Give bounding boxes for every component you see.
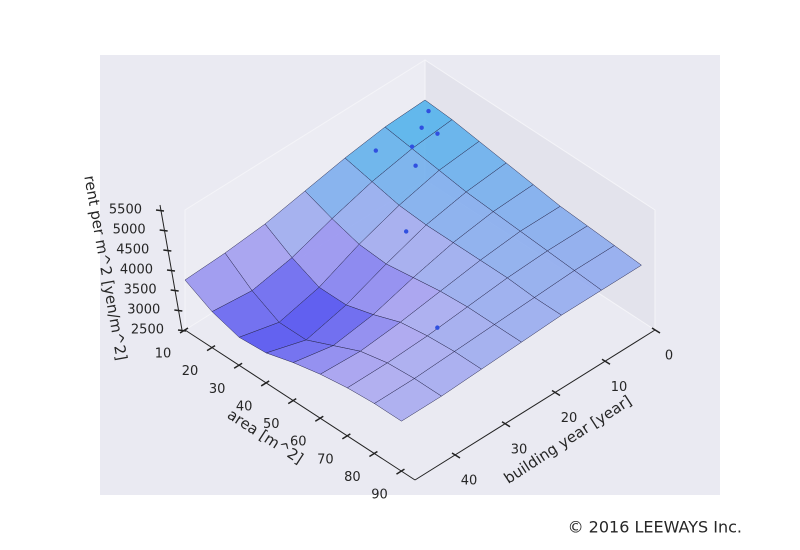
z-tick-label: 3000 — [127, 303, 160, 318]
z-tick — [159, 229, 168, 232]
z-tick — [163, 249, 172, 252]
x-tick-label: 60 — [290, 435, 307, 450]
z-axis — [159, 204, 183, 331]
data-point — [409, 144, 415, 149]
y-tick — [451, 452, 461, 459]
z-tick — [170, 289, 179, 292]
y-tick — [551, 389, 561, 397]
surface-layer — [184, 99, 642, 422]
x-tick-label: 50 — [263, 417, 280, 432]
y-tick-label: 30 — [511, 442, 528, 457]
data-point — [419, 125, 424, 130]
x-tick — [233, 362, 243, 369]
x-tick-label: 10 — [155, 347, 172, 362]
z-tick — [174, 309, 183, 312]
data-point — [435, 131, 440, 136]
x-tick — [341, 433, 351, 440]
x-tick — [260, 380, 270, 387]
x-tick-label: 20 — [182, 364, 199, 379]
x-tick-label: 30 — [209, 382, 226, 397]
footer: © 2016 LEEWAYS Inc. — [568, 518, 742, 537]
z-tick-label: 5000 — [113, 223, 146, 238]
z-tick-label: 3500 — [124, 283, 157, 298]
x-tick-label: 90 — [371, 488, 388, 503]
x-tick — [314, 415, 324, 422]
y-tick — [501, 421, 511, 428]
z-tick-label: 2500 — [131, 323, 164, 338]
y-tick-label: 0 — [665, 349, 673, 364]
x-tick — [287, 397, 297, 405]
data-point — [413, 163, 418, 168]
x-tick — [369, 450, 378, 458]
data-point — [373, 148, 379, 153]
y-tick-label: 10 — [611, 380, 628, 395]
x-tick — [396, 468, 405, 475]
z-tick — [166, 269, 176, 272]
data-point — [426, 108, 431, 114]
z-tick-label: 4500 — [116, 243, 149, 258]
z-tick — [155, 209, 165, 212]
y-tick-label: 20 — [561, 411, 578, 426]
z-tick-label: 5500 — [109, 203, 142, 218]
x-tick — [206, 345, 216, 352]
y-tick — [601, 358, 611, 365]
x-tick-label: 70 — [317, 452, 334, 467]
x-tick-label: 40 — [236, 399, 253, 414]
x-tick-label: 80 — [344, 470, 361, 485]
y-tick — [651, 327, 661, 334]
x-axis — [184, 329, 416, 481]
z-tick — [177, 329, 187, 332]
surface-cell — [373, 378, 442, 422]
z-tick-label: 4000 — [120, 263, 153, 278]
data-point — [435, 325, 440, 330]
y-tick-label: 40 — [461, 474, 478, 489]
data-point — [403, 229, 409, 234]
